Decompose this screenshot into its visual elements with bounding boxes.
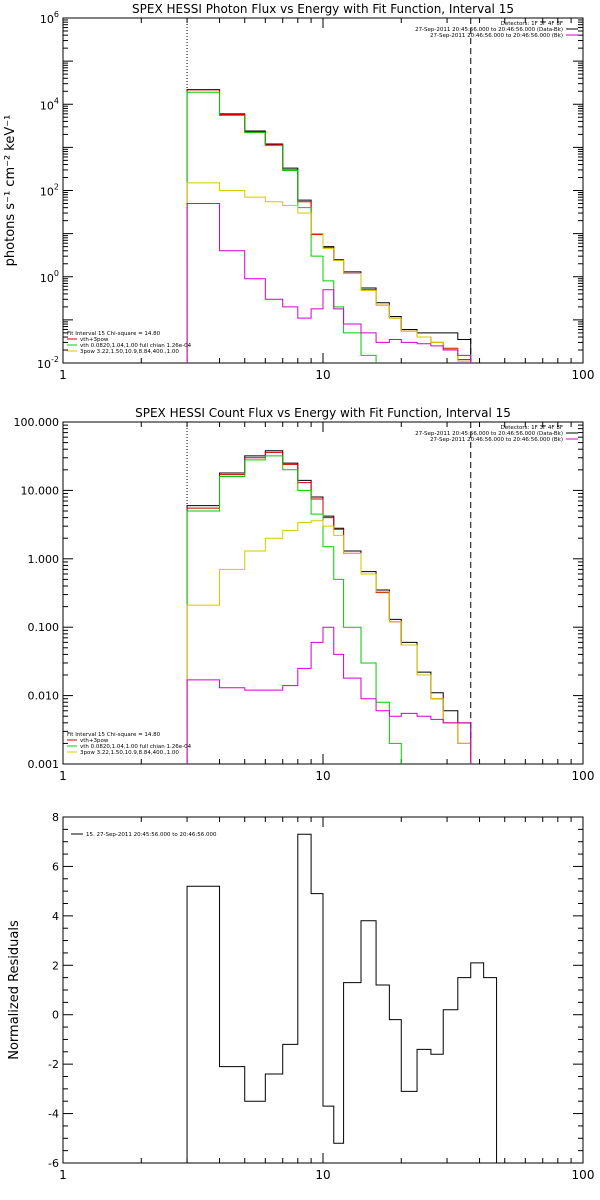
legend-entry: vth+3pow: [80, 738, 109, 744]
legend-entry: vth+3pow: [80, 337, 109, 343]
y-axis: -6 -4 -2 0 2 4 6 8: [48, 811, 583, 1170]
plot-frame: [62, 17, 584, 364]
legend-entry: 27-Sep-2011 20:46:56.000 to 20:46:56.000…: [430, 437, 563, 443]
chart-panel-3: 1 10 100 -6 -4 -2 0 2 4 6 8 Normalized Residuals 15.…: [7, 811, 594, 1182]
series-group: [186, 88, 472, 363]
y-axis-label: photons s⁻¹ cm⁻² keV⁻¹: [3, 115, 18, 267]
legend-entry: 3pow 3.22,1.50,10.9,8.84,400.,1.00: [80, 750, 179, 756]
y-tick-label: 104: [40, 96, 59, 112]
y-tick-label: 0.100: [28, 621, 60, 634]
legend-entry: 3pow 3.22,1.50,10.9,8.84,400.,1.00: [80, 349, 179, 355]
y-axis: 0.001 0.010 0.100 1.000 10.000 100.000: [14, 416, 583, 771]
y-tick-label: 2: [52, 959, 59, 972]
series-line-5: [186, 202, 472, 363]
chart-panel-1: SPEX HESSI Photon Flux vs Energy with Fi…: [3, 2, 594, 382]
x-axis: 1 10 100: [59, 817, 594, 1182]
x-tick-label: 100: [572, 769, 595, 783]
legend-entry: 27-Sep-2011 20:45:56.000 to 20:46:56.000…: [415, 431, 563, 437]
chart-panel-2: SPEX HESSI Count Flux vs Energy with Fit…: [14, 406, 595, 783]
legend-entry: vth 0.0820,1.04,1.00 full chian 1.26e-04: [80, 744, 192, 750]
x-axis: 1 10 100: [59, 18, 594, 382]
legend-entry: vth 0.0820,1.04,1.00 full chian 1.26e-04: [80, 343, 192, 349]
y-tick-label: 4: [52, 910, 59, 923]
y-tick-label: 10-2: [37, 355, 59, 371]
x-tick-label: 100: [572, 1168, 595, 1182]
series-line-2: [186, 451, 472, 764]
x-tick-label: 10: [315, 368, 330, 382]
x-axis: 1 10 100: [59, 422, 594, 783]
chart-title: SPEX HESSI Count Flux vs Energy with Fit…: [135, 406, 511, 420]
legend-entry: 27-Sep-2011 20:46:56.000 to 20:46:56.000…: [430, 33, 563, 39]
series-line-4: [186, 520, 472, 764]
y-tick-label: 0.001: [28, 758, 60, 771]
y-axis: 10-2 100 102 104 106: [37, 10, 583, 371]
x-tick-label: 10: [315, 1168, 330, 1182]
x-tick-label: 10: [315, 769, 330, 783]
series-line-1: [186, 88, 472, 363]
legend-entry: Fit Interval 15 Chi-square = 14.80: [67, 331, 161, 337]
x-tick-label: 100: [572, 368, 595, 382]
series-group: [186, 450, 472, 764]
y-tick-label: 100: [40, 269, 59, 285]
y-tick-label: 6: [52, 860, 59, 873]
y-tick-label: 8: [52, 811, 59, 824]
y-tick-label: -4: [48, 1108, 59, 1121]
chart-title: SPEX HESSI Photon Flux vs Energy with Fi…: [132, 2, 514, 16]
y-tick-label: 0.010: [28, 690, 60, 703]
series-line-1: [186, 833, 498, 1163]
legend-entry: Detectors: 1F 3F 4F 8F: [501, 21, 563, 27]
series-line-3: [186, 455, 402, 764]
series-line-5: [186, 626, 472, 764]
legend-entry: Detectors: 1F 3F 4F 8F: [501, 425, 563, 431]
legend-entry: 27-Sep-2011 20:45:56.000 to 20:46:56.000…: [415, 27, 563, 33]
y-tick-label: 0: [52, 1009, 59, 1022]
y-tick-label: 106: [40, 10, 59, 26]
legend: 15. 27-Sep-2011 20:45:56.000 to 20:46:56…: [71, 832, 217, 838]
series-group: [186, 833, 498, 1163]
y-tick-label: -2: [48, 1058, 59, 1071]
y-tick-label: 100.000: [14, 416, 60, 429]
y-tick-label: 102: [40, 183, 59, 199]
x-tick-label: 1: [59, 769, 67, 783]
y-tick-label: 10.000: [21, 484, 60, 497]
legend-entry: 15. 27-Sep-2011 20:45:56.000 to 20:46:56…: [86, 832, 217, 838]
x-tick-label: 1: [59, 1168, 67, 1182]
y-tick-label: 1.000: [28, 553, 60, 566]
series-line-2: [186, 89, 472, 363]
series-line-1: [186, 450, 472, 764]
plot-frame: [62, 421, 584, 765]
series-line-4: [186, 182, 472, 363]
legend-entry: Fit Interval 15 Chi-square = 14.80: [67, 732, 161, 738]
x-tick-label: 1: [59, 368, 67, 382]
y-tick-label: -6: [48, 1157, 59, 1170]
y-axis-label: Normalized Residuals: [7, 920, 22, 1060]
